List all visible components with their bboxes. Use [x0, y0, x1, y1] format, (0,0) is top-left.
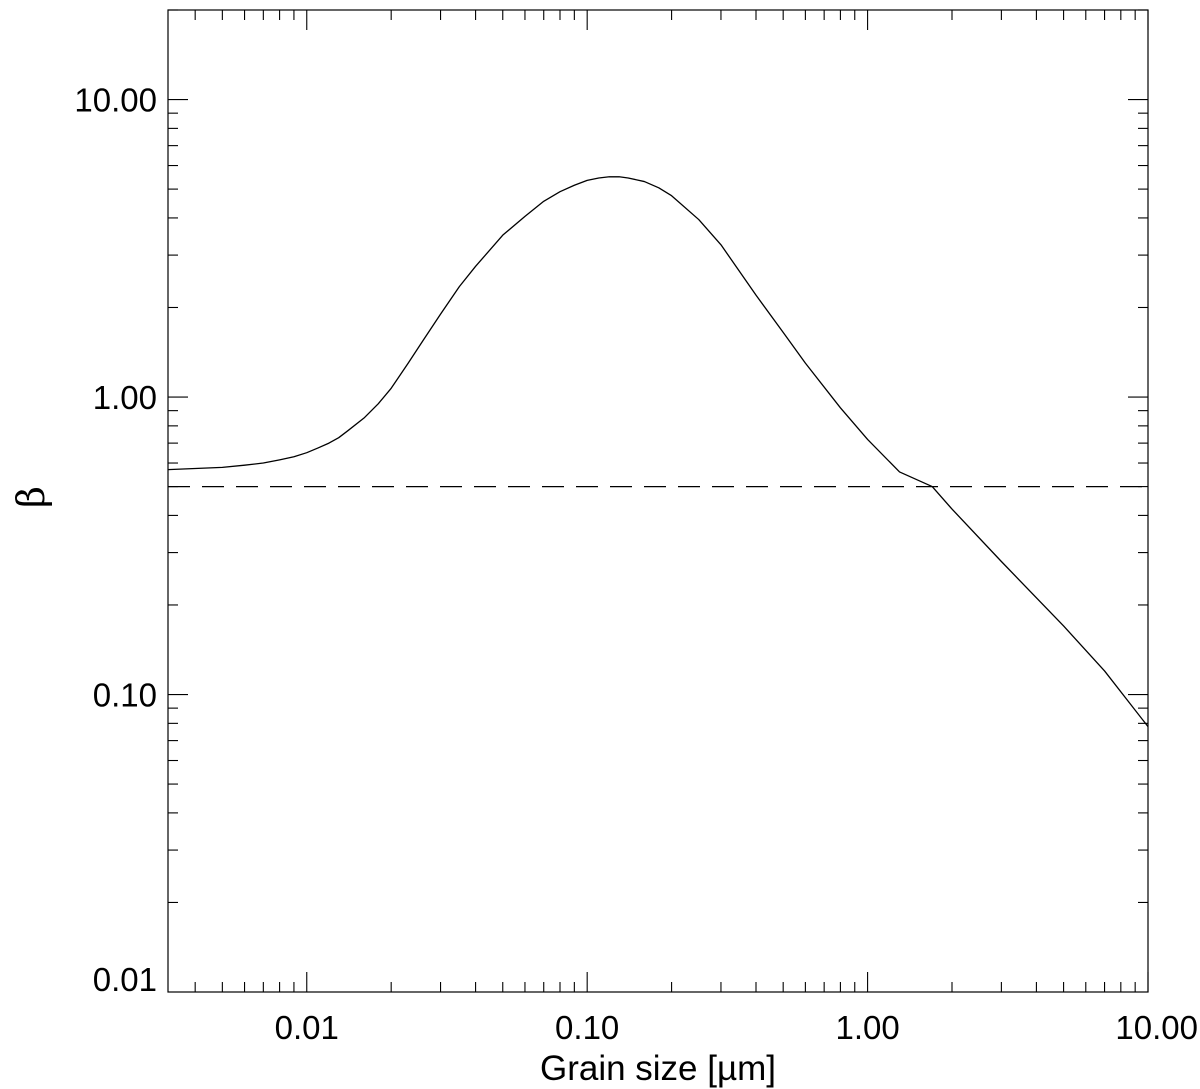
x-tick-label: 1.00 [835, 1009, 899, 1046]
x-tick-label: 0.10 [555, 1009, 619, 1046]
major-ticks [168, 10, 1149, 993]
x-tick-label: 0.01 [275, 1009, 339, 1046]
beta-curve-line [167, 176, 1149, 728]
y-tick-label: 0.01 [93, 961, 157, 998]
y-tick-label: 10.00 [74, 82, 157, 119]
y-axis-label: β [9, 486, 53, 508]
x-tick-label: 10.00 [1115, 1009, 1198, 1046]
x-tick-labels: 0.01 0.10 1.00 10.00 [275, 1009, 1198, 1046]
y-tick-label: 1.00 [93, 379, 157, 416]
y-tick-labels: 0.01 0.10 1.00 10.00 [74, 82, 157, 998]
plot-frame [167, 9, 1149, 993]
minor-ticks [168, 9, 1148, 992]
x-axis-label: Grain size [µm] [540, 1049, 776, 1088]
series-group [167, 176, 1149, 728]
y-tick-label: 0.10 [93, 677, 157, 714]
